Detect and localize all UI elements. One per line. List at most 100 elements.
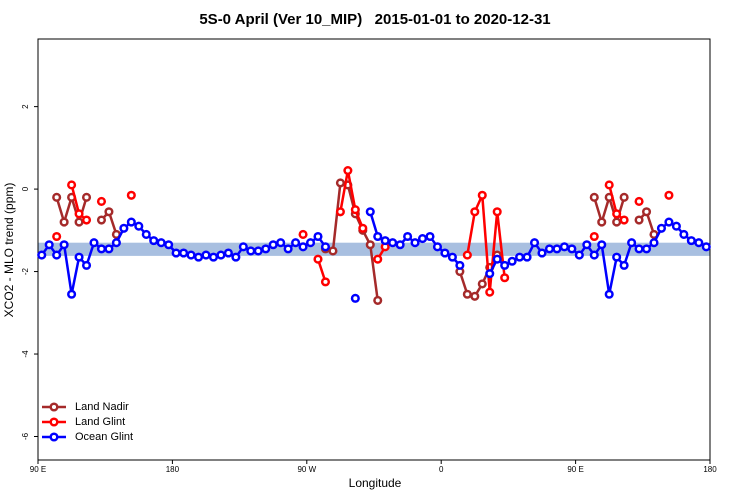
- x-axis-label: Longitude: [349, 476, 402, 490]
- series-point: [694, 238, 704, 248]
- x-tick-label: 180: [166, 465, 180, 474]
- series-point: [612, 217, 622, 227]
- series-point: [126, 190, 136, 200]
- series-point: [373, 231, 383, 242]
- x-tick-label: 180: [703, 465, 717, 474]
- series-point: [89, 238, 99, 248]
- x-tick-label: 0: [439, 465, 444, 474]
- legend-marker: [49, 417, 59, 427]
- series-point: [373, 295, 383, 305]
- series-point: [111, 238, 121, 248]
- series-point: [664, 190, 674, 200]
- series-point: [425, 231, 435, 242]
- series-point: [492, 207, 502, 217]
- series-point: [410, 238, 420, 248]
- series-point: [664, 217, 674, 227]
- series-point: [477, 190, 487, 200]
- series-point: [291, 238, 301, 248]
- series-point: [515, 252, 525, 262]
- series-point: [529, 238, 540, 248]
- series-point: [634, 215, 644, 225]
- series-line: [339, 170, 364, 229]
- series-point: [634, 244, 644, 254]
- series-point: [52, 250, 62, 260]
- series-point: [619, 215, 629, 225]
- series-point: [612, 209, 622, 219]
- series-point: [186, 250, 196, 260]
- legend-label: Ocean Glint: [75, 431, 133, 443]
- y-tick-label: -4: [21, 350, 30, 358]
- series-point: [597, 217, 607, 227]
- series-point: [335, 207, 345, 217]
- series-point: [470, 207, 480, 217]
- y-tick-label: 0: [21, 186, 30, 191]
- series-point: [74, 252, 84, 262]
- series-point: [589, 250, 599, 260]
- series-point: [156, 238, 166, 248]
- series-point: [305, 238, 316, 248]
- series-point: [320, 242, 331, 252]
- series-point: [470, 291, 480, 301]
- x-tick-label: 90 E: [30, 465, 46, 474]
- series-point: [81, 260, 92, 270]
- series-point: [403, 231, 413, 242]
- series-point: [358, 223, 368, 233]
- series-point: [201, 250, 211, 260]
- series-point: [447, 252, 457, 262]
- x-tick-label: 90 E: [567, 465, 583, 474]
- series-point: [537, 248, 547, 258]
- series-point: [193, 252, 204, 262]
- series-point: [559, 242, 569, 252]
- series-point: [74, 217, 84, 227]
- series-point: [485, 269, 495, 279]
- series-point: [216, 250, 226, 260]
- y-tick-label: 2: [21, 104, 30, 109]
- series-point: [298, 229, 308, 239]
- series-point: [574, 250, 584, 260]
- series-point: [507, 256, 517, 266]
- series-point: [313, 254, 323, 264]
- series-point: [350, 205, 360, 215]
- series-point: [253, 246, 263, 256]
- series-point: [552, 244, 562, 254]
- series-point: [208, 252, 219, 262]
- series-point: [641, 244, 652, 254]
- series-point: [388, 238, 398, 248]
- series-point: [59, 240, 69, 250]
- series-point: [619, 192, 629, 202]
- series-point: [164, 240, 174, 250]
- series-point: [500, 260, 510, 270]
- series-point: [96, 215, 107, 225]
- series-point: [634, 196, 644, 207]
- series-point: [432, 242, 443, 252]
- series-point: [59, 217, 69, 227]
- series-point: [343, 165, 353, 176]
- legend-label: Land Glint: [75, 416, 125, 428]
- series-point: [350, 293, 360, 303]
- series-line: [466, 194, 506, 293]
- series-point: [604, 180, 614, 190]
- series-point: [246, 246, 256, 256]
- series-point: [179, 248, 189, 258]
- series-point: [649, 238, 659, 248]
- series-point: [373, 254, 383, 264]
- series-point: [492, 254, 502, 264]
- series-point: [395, 240, 405, 250]
- series-point: [589, 192, 599, 202]
- series-point: [440, 248, 450, 258]
- series-point: [701, 242, 711, 252]
- series-point: [582, 240, 592, 250]
- series-point: [276, 238, 286, 248]
- series-point: [589, 231, 599, 242]
- series-point: [500, 273, 510, 283]
- series-point: [641, 207, 652, 217]
- series-point: [365, 240, 375, 250]
- series-point: [679, 229, 689, 239]
- series-point: [141, 229, 151, 239]
- series-point: [126, 217, 136, 227]
- series-point: [380, 236, 390, 246]
- series-point: [597, 240, 607, 250]
- series-point: [477, 279, 487, 289]
- series-point: [656, 223, 667, 233]
- legend-marker: [49, 432, 59, 442]
